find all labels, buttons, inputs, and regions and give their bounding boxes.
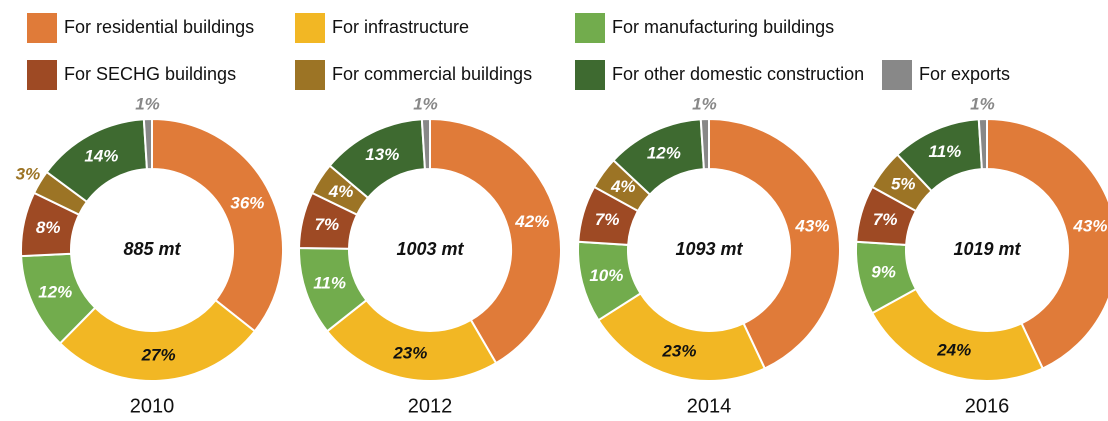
legend-swatch bbox=[295, 60, 325, 90]
value-label: 13% bbox=[365, 145, 399, 164]
center-label: 1003 mt bbox=[396, 239, 464, 259]
value-label: 42% bbox=[514, 212, 549, 231]
donut-slice bbox=[420, 117, 431, 171]
legend-swatch bbox=[575, 60, 605, 90]
year-label: 2010 bbox=[130, 395, 175, 417]
value-label: 7% bbox=[315, 215, 340, 234]
legend-swatch bbox=[27, 60, 57, 90]
value-label: 11% bbox=[929, 142, 962, 161]
legend-swatch bbox=[295, 13, 325, 43]
value-label: 27% bbox=[141, 345, 176, 364]
donut-slice bbox=[977, 117, 988, 171]
value-label: 5% bbox=[891, 175, 916, 194]
value-label: 4% bbox=[610, 177, 636, 196]
donut-slice bbox=[429, 117, 562, 365]
year-label: 2016 bbox=[965, 395, 1010, 417]
value-label: 14% bbox=[84, 146, 118, 165]
value-label: 24% bbox=[936, 340, 971, 359]
donut-slice bbox=[151, 117, 284, 333]
legend-swatch bbox=[27, 13, 57, 43]
year-label: 2014 bbox=[687, 395, 732, 417]
legend-label: For residential buildings bbox=[64, 17, 254, 37]
value-label: 43% bbox=[794, 216, 829, 235]
donut-slice bbox=[708, 117, 841, 370]
donut-slice bbox=[986, 117, 1108, 370]
value-label: 12% bbox=[647, 144, 681, 163]
value-label: 1% bbox=[413, 95, 438, 114]
value-label: 1% bbox=[135, 95, 160, 114]
value-label: 10% bbox=[589, 266, 623, 285]
donut-slice bbox=[870, 287, 1045, 382]
legend-label: For infrastructure bbox=[332, 17, 469, 37]
legend-swatch bbox=[575, 13, 605, 43]
legend-label: For commercial buildings bbox=[332, 64, 532, 84]
value-label: 4% bbox=[328, 182, 354, 201]
value-label: 9% bbox=[871, 263, 896, 282]
donut-slice bbox=[58, 298, 257, 382]
value-label: 36% bbox=[230, 193, 264, 212]
donut-slice bbox=[699, 117, 710, 171]
value-label: 7% bbox=[595, 210, 620, 229]
value-label: 43% bbox=[1072, 216, 1107, 235]
legend-label: For exports bbox=[919, 64, 1010, 84]
center-label: 1019 mt bbox=[953, 239, 1021, 259]
legend-label: For other domestic construction bbox=[612, 64, 864, 84]
value-label: 1% bbox=[970, 95, 995, 114]
value-label: 3% bbox=[16, 164, 41, 183]
value-label: 23% bbox=[661, 341, 696, 360]
year-label: 2012 bbox=[408, 395, 453, 417]
value-label: 7% bbox=[873, 210, 898, 229]
value-label: 11% bbox=[313, 273, 346, 292]
value-label: 12% bbox=[38, 283, 72, 302]
center-label: 885 mt bbox=[123, 239, 181, 259]
value-label: 8% bbox=[36, 218, 61, 237]
donut-slice bbox=[142, 117, 153, 171]
legend-label: For manufacturing buildings bbox=[612, 17, 834, 37]
legend-label: For SECHG buildings bbox=[64, 64, 236, 84]
legend-swatch bbox=[882, 60, 912, 90]
value-label: 1% bbox=[692, 95, 717, 114]
donut-slice bbox=[597, 292, 767, 382]
value-label: 23% bbox=[392, 344, 427, 363]
center-label: 1093 mt bbox=[675, 239, 743, 259]
